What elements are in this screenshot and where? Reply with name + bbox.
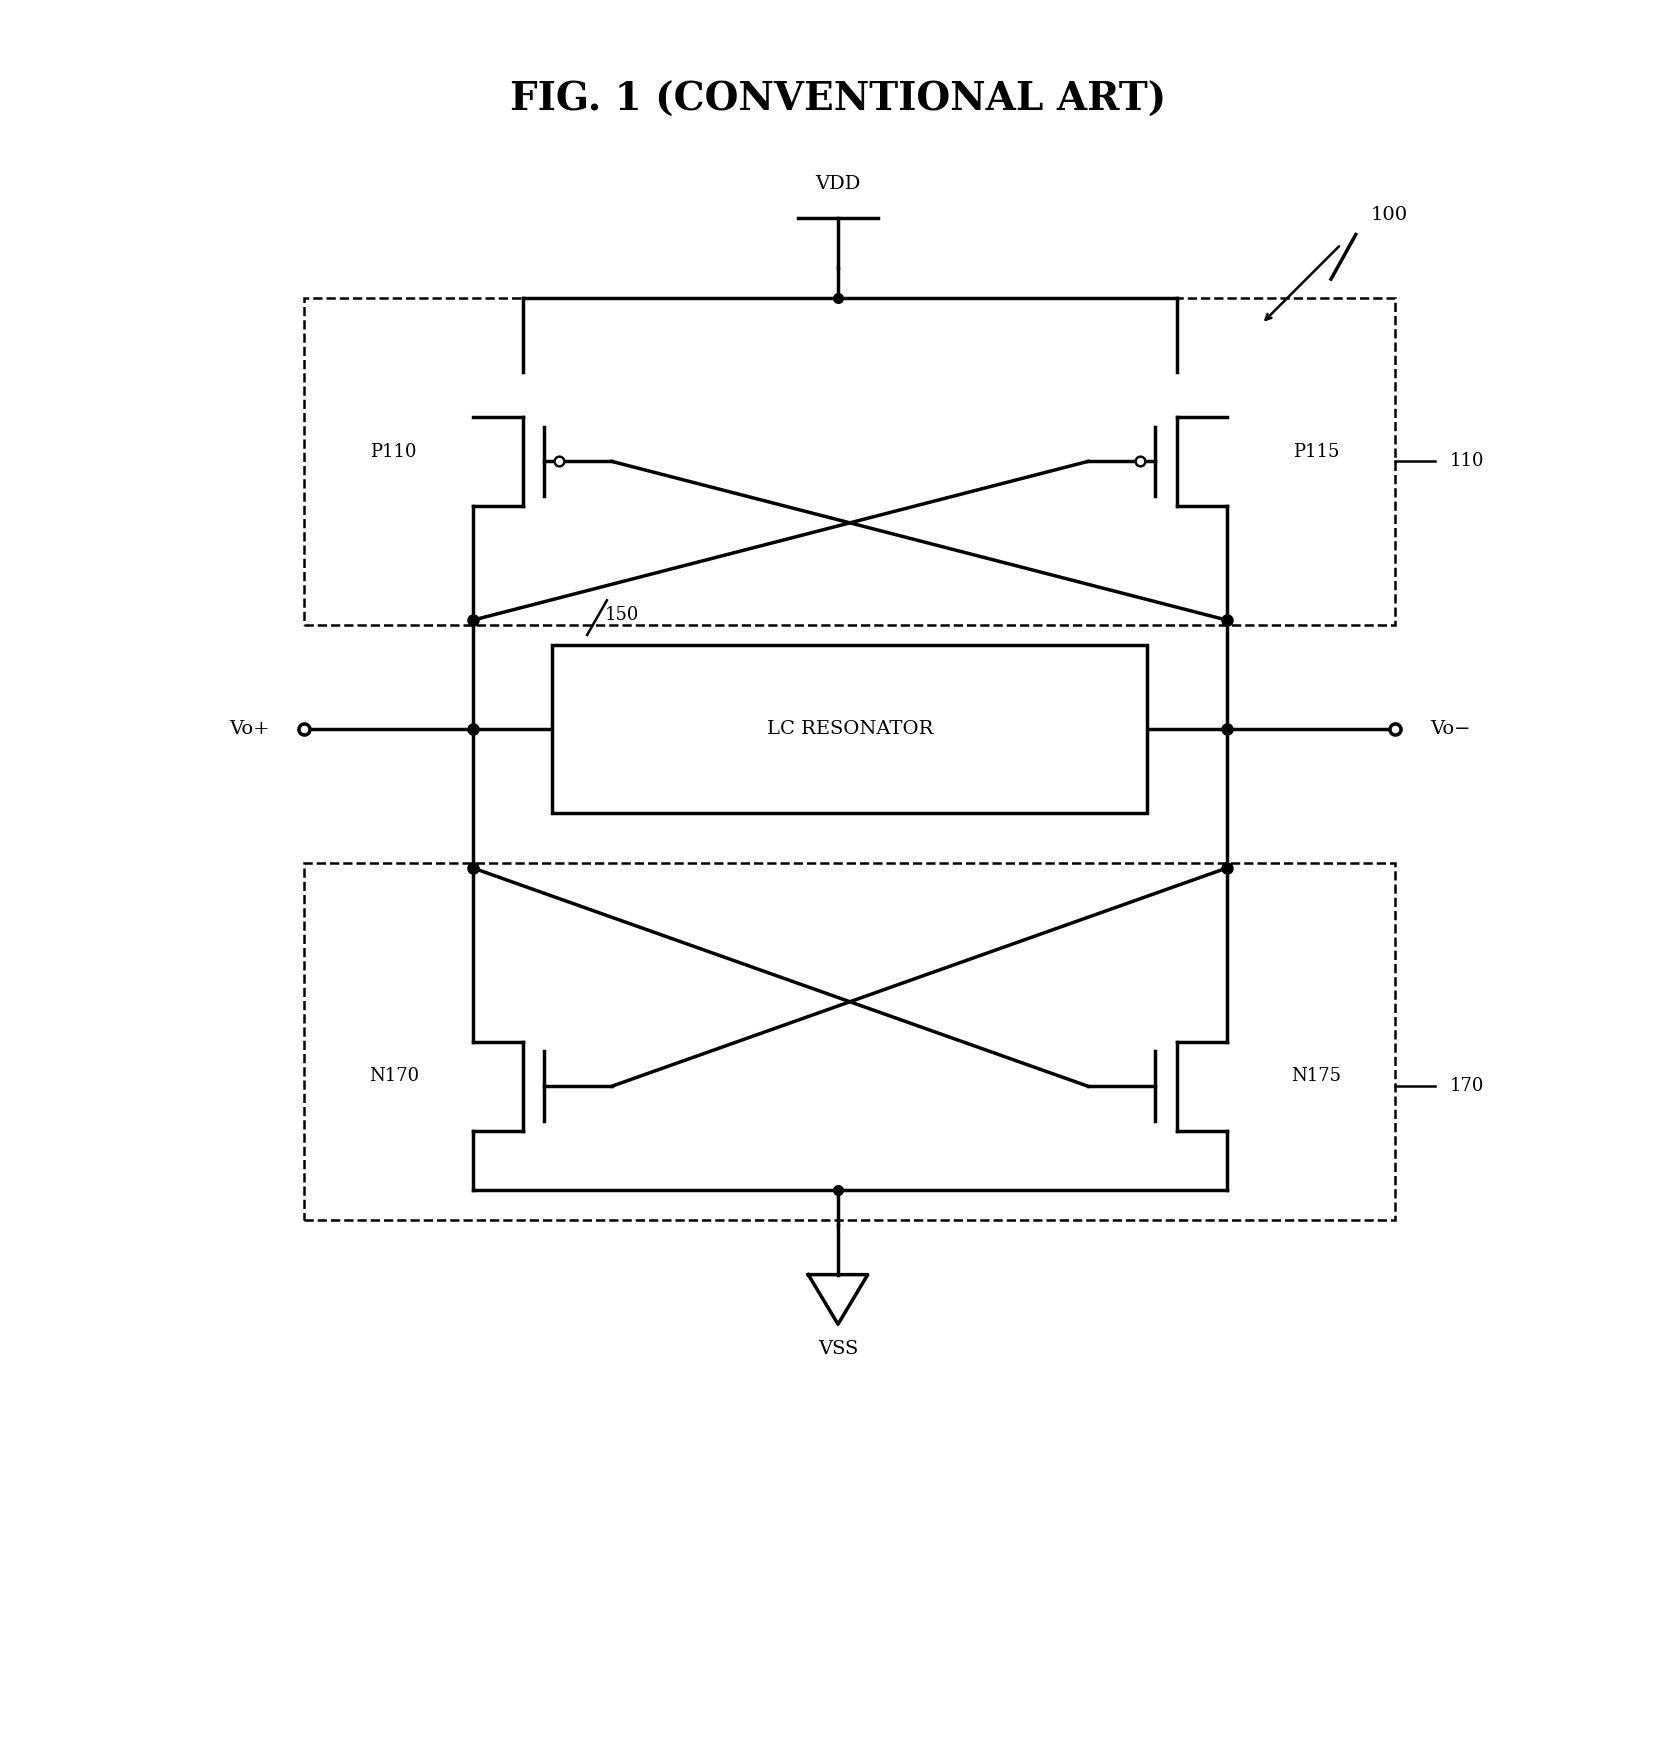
Text: N175: N175 (1291, 1067, 1342, 1086)
Bar (552, 645, 1147, 814)
Bar (305, 863, 1395, 1220)
Bar (305, 298, 1395, 626)
Text: Vo−: Vo− (1430, 720, 1471, 739)
Text: VSS: VSS (818, 1340, 859, 1358)
Text: Vo+: Vo+ (230, 720, 270, 739)
Text: 110: 110 (1451, 453, 1484, 471)
Text: VDD: VDD (815, 174, 860, 193)
Text: 170: 170 (1451, 1077, 1484, 1095)
Text: 150: 150 (605, 607, 639, 624)
Text: N170: N170 (369, 1067, 419, 1086)
Text: P115: P115 (1293, 443, 1340, 460)
Text: LC RESONATOR: LC RESONATOR (766, 720, 932, 739)
Text: FIG. 1 (CONVENTIONAL ART): FIG. 1 (CONVENTIONAL ART) (510, 80, 1166, 119)
Text: P110: P110 (371, 443, 418, 460)
Text: 100: 100 (1370, 206, 1407, 223)
